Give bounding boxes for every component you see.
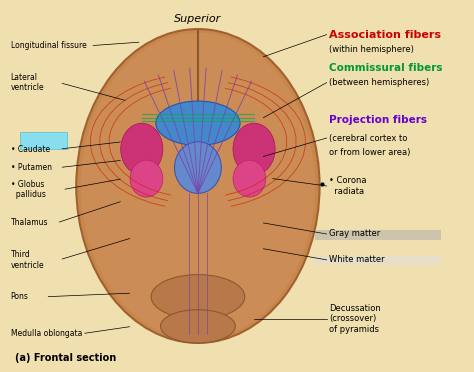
Ellipse shape [233, 160, 266, 197]
Text: Medulla oblongata: Medulla oblongata [11, 329, 82, 338]
Text: or from lower area): or from lower area) [329, 148, 410, 157]
Ellipse shape [76, 29, 319, 343]
Ellipse shape [156, 101, 240, 145]
Ellipse shape [174, 142, 221, 193]
Text: (between hemispheres): (between hemispheres) [329, 78, 429, 87]
Text: (within hemisphere): (within hemisphere) [329, 45, 414, 54]
Ellipse shape [81, 33, 315, 339]
FancyBboxPatch shape [20, 132, 67, 149]
Text: Gray matter: Gray matter [329, 230, 380, 238]
Text: Association fibers: Association fibers [329, 30, 441, 40]
Text: • Corona
  radiata: • Corona radiata [329, 176, 366, 196]
Text: Lateral
ventricle: Lateral ventricle [11, 73, 45, 92]
Ellipse shape [233, 123, 275, 175]
Ellipse shape [121, 123, 163, 175]
FancyBboxPatch shape [315, 256, 441, 265]
Text: Projection fibers: Projection fibers [329, 115, 427, 125]
Text: • Putamen: • Putamen [11, 163, 52, 172]
Text: (a) Frontal section: (a) Frontal section [16, 353, 117, 363]
Text: Longitudinal fissure: Longitudinal fissure [11, 41, 86, 50]
Text: Decussation
(crossover)
of pyramids: Decussation (crossover) of pyramids [329, 304, 381, 334]
Text: • Caudate: • Caudate [11, 145, 50, 154]
Text: Thalamus: Thalamus [11, 218, 48, 227]
Text: Pons: Pons [11, 292, 28, 301]
Text: Third
ventricle: Third ventricle [11, 250, 45, 270]
Ellipse shape [161, 310, 236, 343]
FancyBboxPatch shape [315, 230, 441, 240]
Ellipse shape [151, 275, 245, 319]
Text: (cerebral cortex to: (cerebral cortex to [329, 134, 407, 142]
Text: White matter: White matter [329, 255, 384, 264]
Ellipse shape [130, 160, 163, 197]
Text: • Globus
  pallidus: • Globus pallidus [11, 180, 46, 199]
Text: Superior: Superior [174, 14, 221, 24]
Text: Commissural fibers: Commissural fibers [329, 63, 442, 73]
